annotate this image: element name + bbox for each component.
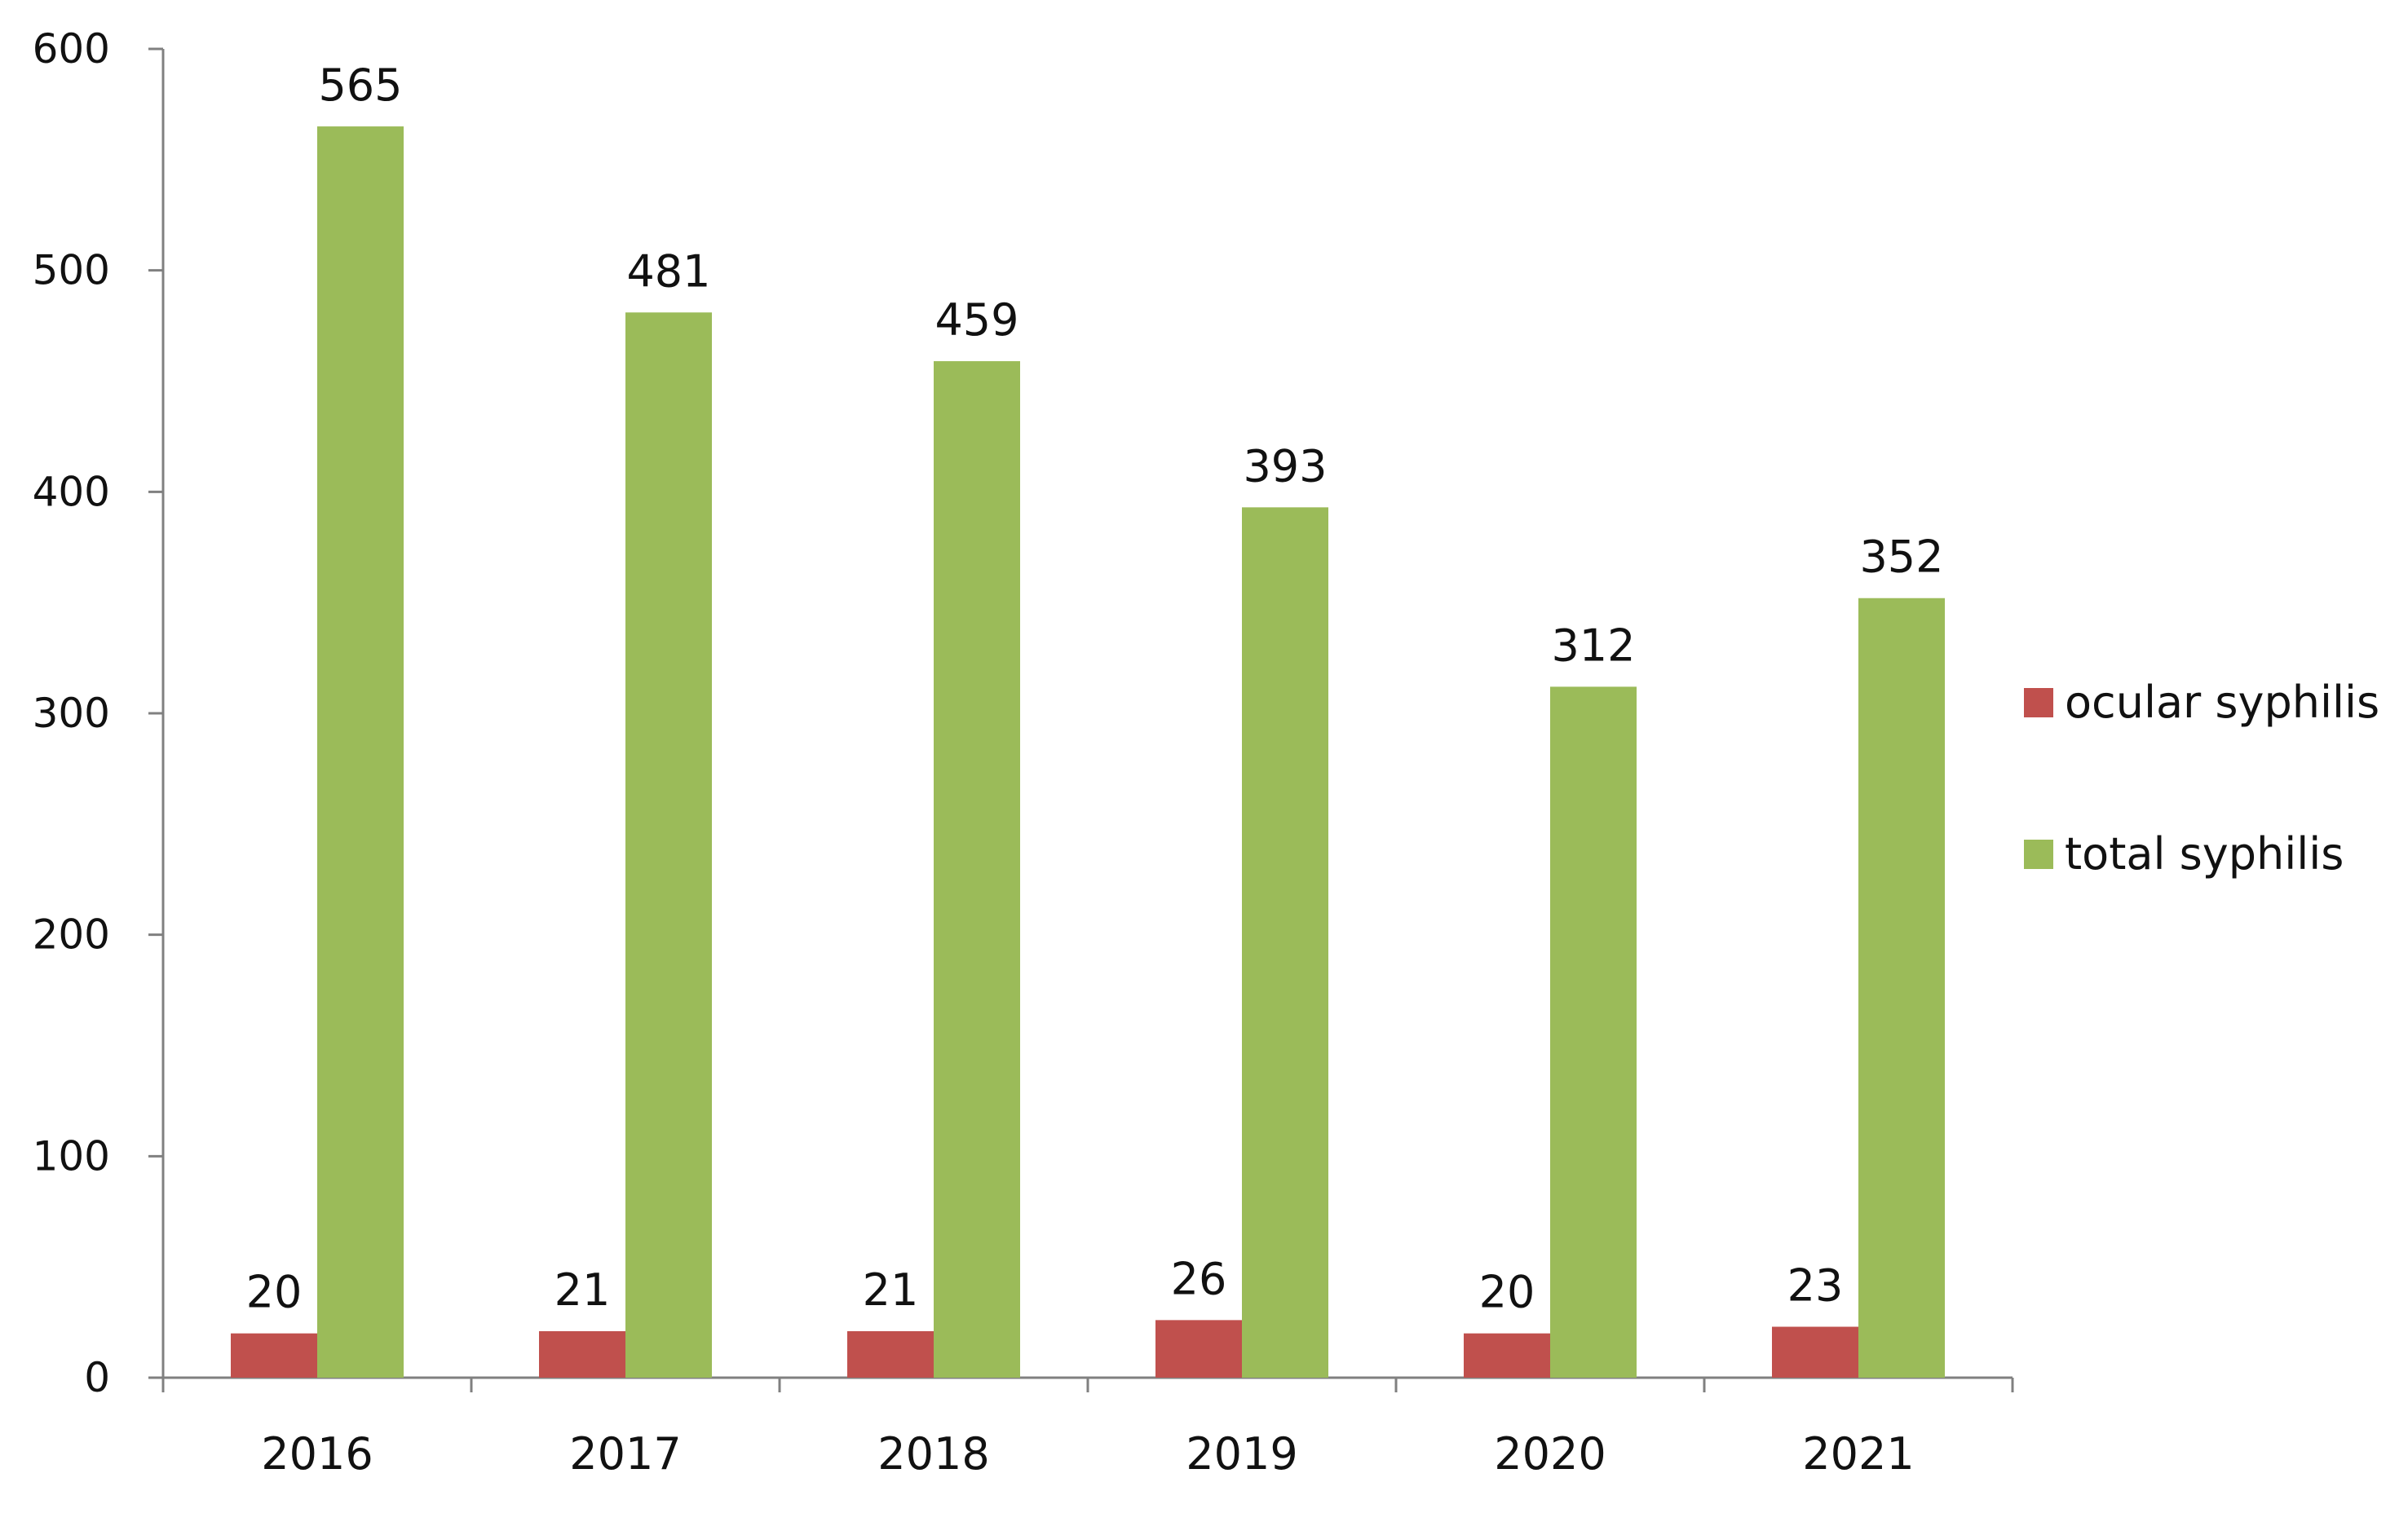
bar-ocular-syphilis [1772,1326,1858,1378]
data-label: 459 [934,294,1018,346]
y-tick-label: 200 [33,911,110,959]
data-labels: 20 565 21 481 21 459 26 393 20 312 23 352 [246,60,1944,1318]
data-label: 21 [863,1264,919,1316]
data-label: 20 [246,1267,303,1318]
bar-ocular-syphilis [1155,1320,1242,1378]
bar-total-syphilis [317,126,404,1378]
data-label: 481 [626,245,710,297]
x-tick-label: 2019 [1186,1428,1297,1480]
x-tick-label: 2021 [1802,1428,1914,1480]
legend-swatch [2024,840,2053,869]
y-tick-label: 500 [33,247,110,294]
data-label: 352 [1859,532,1943,583]
bar-total-syphilis [1550,686,1637,1378]
y-tick-label: 100 [33,1132,110,1180]
legend-label: total syphilis [2065,828,2344,880]
bar-ocular-syphilis [1464,1333,1550,1378]
data-label: 23 [1787,1260,1844,1312]
bar-total-syphilis [934,361,1020,1378]
legend-label: ocular syphilis [2065,677,2379,728]
bar-total-syphilis [1242,507,1328,1378]
data-label: 393 [1243,440,1327,492]
y-tick-label: 600 [33,25,110,73]
data-label: 565 [318,60,402,111]
legend-swatch [2024,688,2053,717]
x-tick-label: 2020 [1494,1428,1606,1480]
legend: ocular syphilis total syphilis [2024,677,2379,880]
y-tick-label: 300 [33,690,110,737]
bar-total-syphilis [625,312,712,1378]
data-label: 312 [1551,620,1635,671]
bar-ocular-syphilis [539,1330,625,1378]
bar-ocular-syphilis [847,1330,934,1378]
y-tick-label: 400 [33,468,110,515]
y-tick-label: 0 [84,1354,110,1401]
data-label: 21 [555,1264,611,1316]
data-label: 26 [1171,1253,1227,1304]
bars [231,126,1945,1378]
bar-ocular-syphilis [231,1333,317,1378]
x-tick-label: 2017 [569,1428,681,1480]
data-label: 20 [1479,1267,1535,1318]
x-tick-label: 2016 [261,1428,373,1480]
x-tick-label: 2018 [877,1428,989,1480]
bar-total-syphilis [1858,598,1945,1378]
